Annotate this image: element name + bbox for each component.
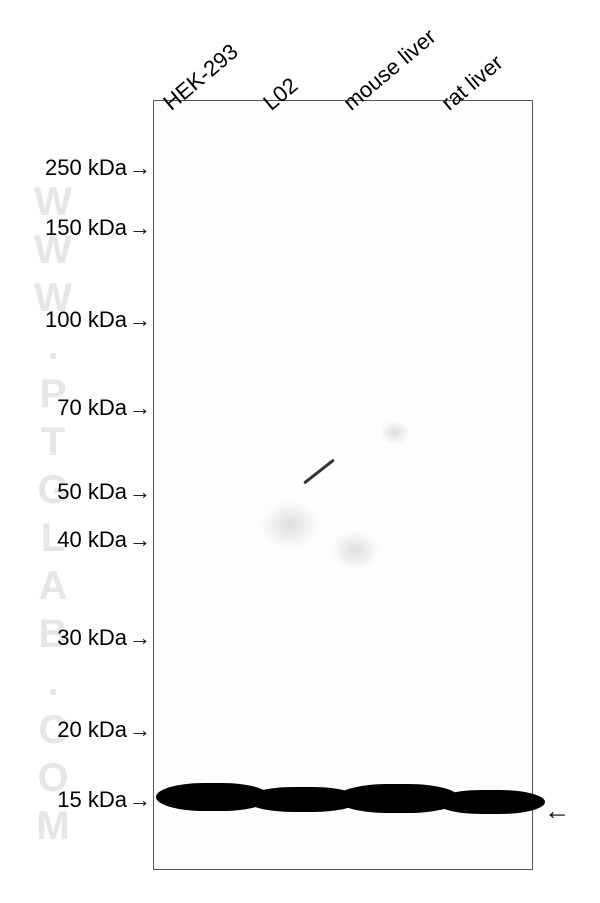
artifact-smudge bbox=[330, 530, 380, 570]
marker-label: 50 kDa→ bbox=[57, 479, 151, 505]
marker-label: 20 kDa→ bbox=[57, 717, 151, 743]
marker-text: 50 kDa bbox=[57, 479, 127, 504]
marker-label: 150 kDa→ bbox=[45, 215, 151, 241]
marker-text: 250 kDa bbox=[45, 155, 127, 180]
marker-arrow-icon: → bbox=[129, 155, 151, 181]
marker-arrow-icon: → bbox=[129, 215, 151, 241]
marker-arrow-icon: → bbox=[129, 527, 151, 553]
artifact-smudge bbox=[260, 500, 320, 550]
marker-label: 70 kDa→ bbox=[57, 395, 151, 421]
marker-arrow-icon: → bbox=[129, 625, 151, 651]
marker-label: 100 kDa→ bbox=[45, 307, 151, 333]
artifact-smudge bbox=[380, 420, 410, 445]
marker-arrow-icon: → bbox=[129, 717, 151, 743]
marker-text: 150 kDa bbox=[45, 215, 127, 240]
marker-label: 30 kDa→ bbox=[57, 625, 151, 651]
band-indicator-arrow: ← bbox=[544, 796, 570, 827]
marker-arrow-icon: → bbox=[129, 307, 151, 333]
marker-arrow-icon: → bbox=[129, 479, 151, 505]
marker-label: 40 kDa→ bbox=[57, 527, 151, 553]
marker-text: 30 kDa bbox=[57, 625, 127, 650]
marker-arrow-icon: → bbox=[129, 787, 151, 813]
marker-label: 250 kDa→ bbox=[45, 155, 151, 181]
marker-arrow-icon: → bbox=[129, 395, 151, 421]
watermark-text: WWW.PTGLAB.COM bbox=[30, 180, 75, 852]
marker-text: 20 kDa bbox=[57, 717, 127, 742]
marker-text: 40 kDa bbox=[57, 527, 127, 552]
marker-label: 15 kDa→ bbox=[57, 787, 151, 813]
blot-membrane bbox=[153, 100, 533, 870]
marker-text: 15 kDa bbox=[57, 787, 127, 812]
marker-text: 70 kDa bbox=[57, 395, 127, 420]
marker-text: 100 kDa bbox=[45, 307, 127, 332]
protein-band bbox=[436, 790, 545, 814]
